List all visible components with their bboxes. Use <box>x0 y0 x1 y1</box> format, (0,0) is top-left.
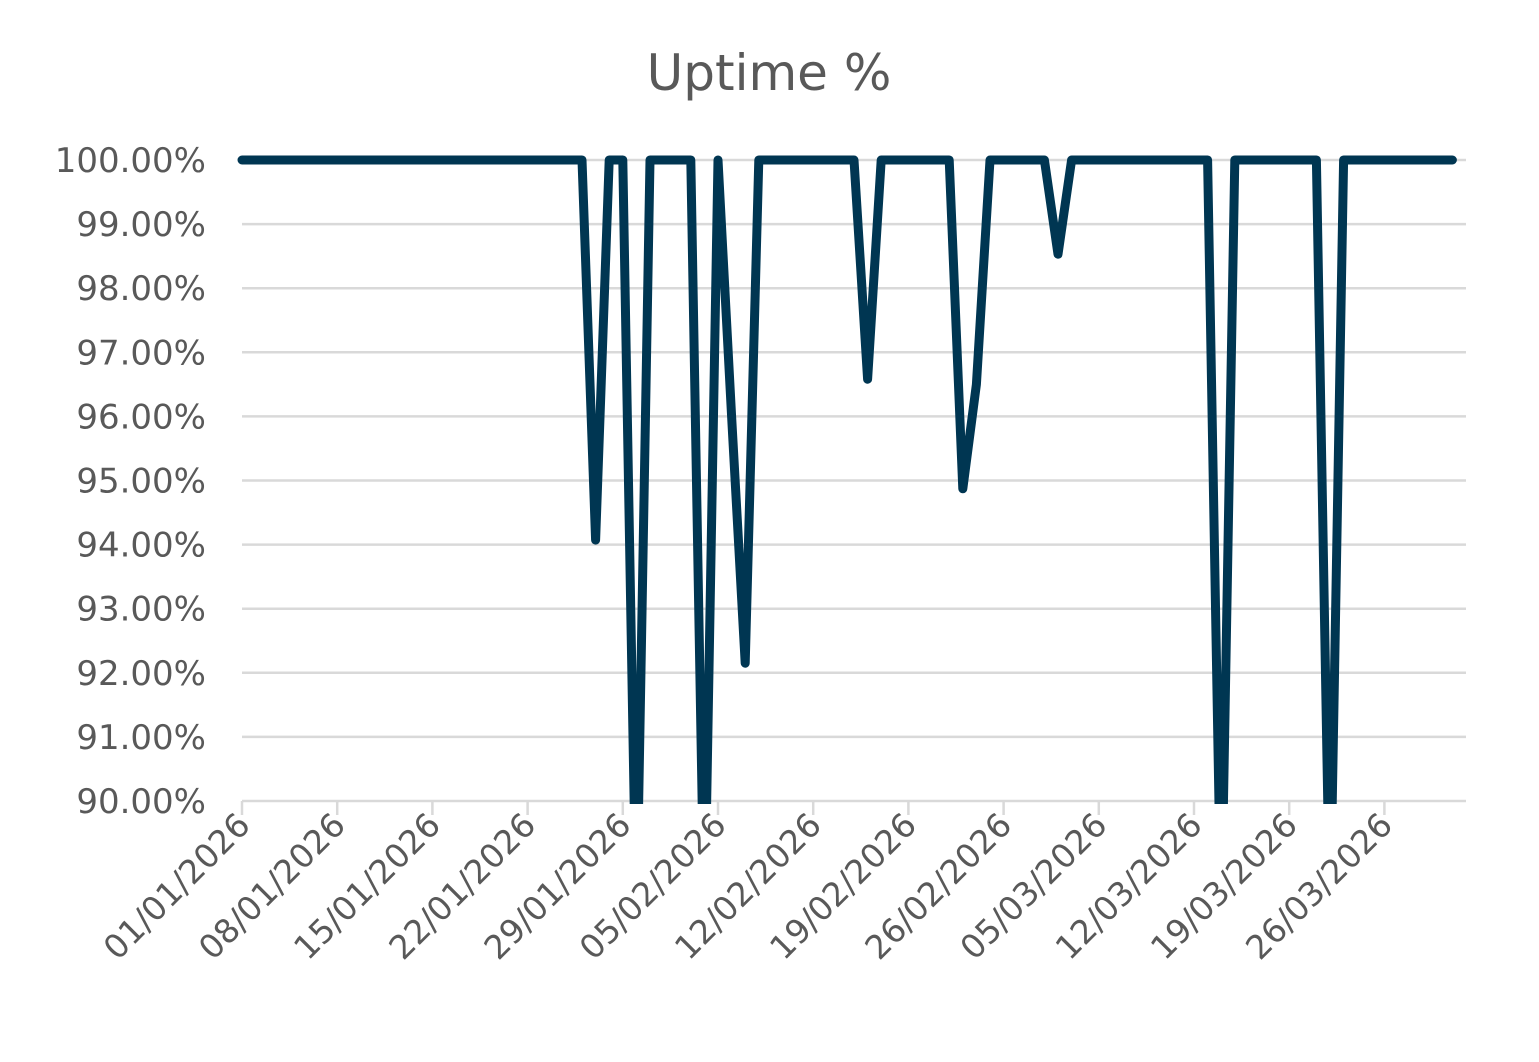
chart-title: Uptime % <box>647 44 892 102</box>
y-tick-label: 93.00% <box>76 590 206 630</box>
y-tick-label: 90.00% <box>76 782 206 822</box>
y-tick-label: 92.00% <box>76 654 206 694</box>
y-tick-label: 96.00% <box>76 397 206 437</box>
y-tick-label: 97.00% <box>76 333 206 373</box>
y-axis-ticks: 100.00% 99.00% 98.00% 97.00% 96.00% 95.00% 94.… <box>55 141 206 822</box>
y-tick-label: 100.00% <box>55 141 206 181</box>
gridlines <box>242 158 1466 739</box>
uptime-series-line <box>237 155 1457 804</box>
y-tick-label: 98.00% <box>76 269 206 309</box>
y-tick-label: 99.00% <box>76 205 206 245</box>
x-axis-ticks: 01/01/202608/01/202615/01/202622/01/2026… <box>96 805 1400 967</box>
y-tick-label: 94.00% <box>76 526 206 566</box>
y-tick-label: 91.00% <box>76 718 206 758</box>
data-points <box>241 159 1453 664</box>
x-axis <box>240 799 1466 815</box>
y-tick-label: 95.00% <box>76 462 206 502</box>
